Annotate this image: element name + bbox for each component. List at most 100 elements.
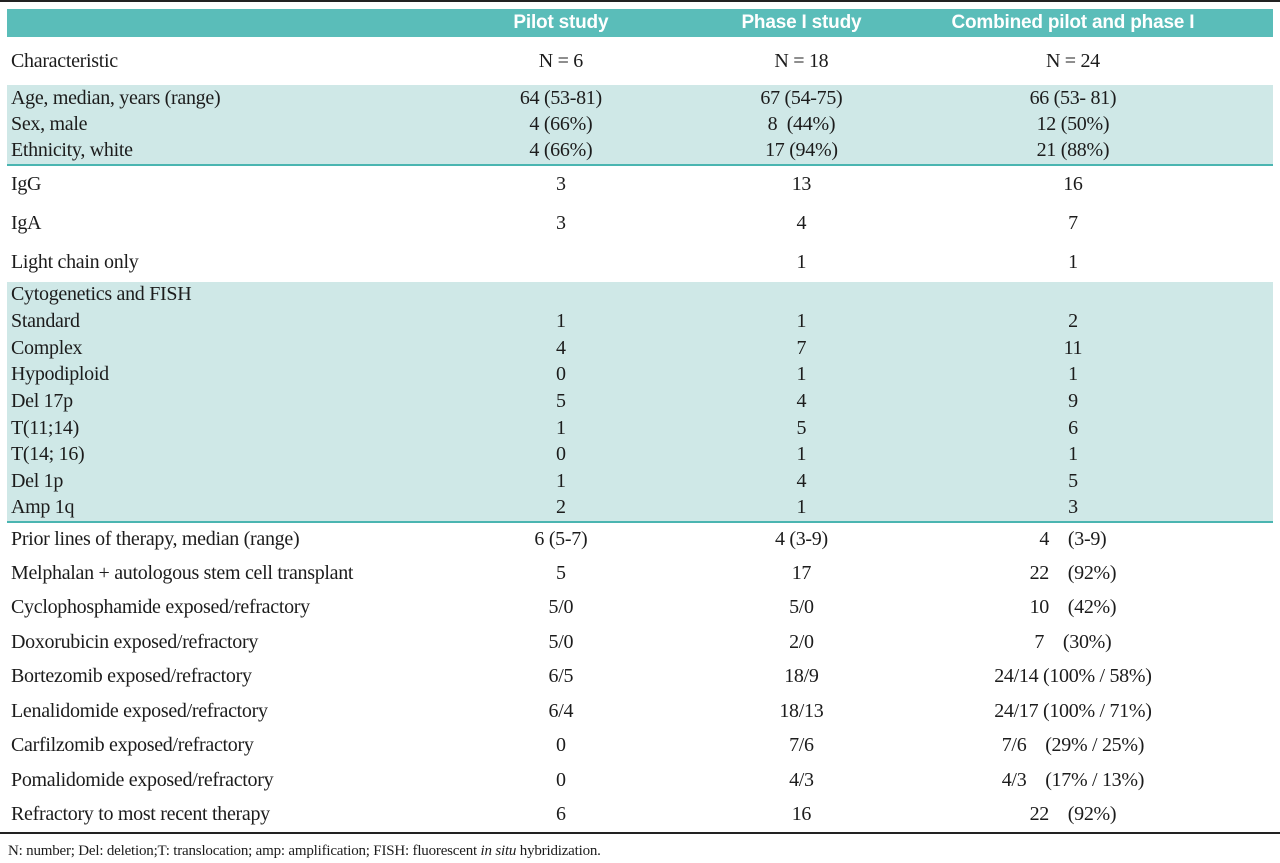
row-label: T(11;14): [7, 414, 444, 442]
table-row: Standard 1 1 2: [7, 308, 1273, 335]
cell-value: [677, 281, 925, 309]
cell-value: 8 (44%): [677, 111, 925, 138]
row-label: Carfilzomib exposed/refractory: [7, 728, 444, 764]
row-label: Sex, male: [7, 111, 444, 138]
cell-value: 6: [924, 414, 1273, 442]
table-row: Hypodiploid 0 1 1: [7, 361, 1273, 389]
cell-value: 5: [443, 556, 678, 591]
row-label: Doxorubicin exposed/refractory: [7, 625, 444, 660]
cell-value: [443, 281, 678, 309]
cell-value: 5/0: [443, 590, 678, 626]
cell-value: 22 (92%): [924, 556, 1273, 591]
bottom-rule: [0, 832, 1280, 835]
row-label: Cyclophosphamide exposed/refractory: [7, 590, 444, 626]
cell-value: 4/3: [677, 763, 925, 798]
cell-value: 11: [924, 334, 1273, 362]
table-row: Amp 1q 2 1 3: [7, 495, 1273, 523]
cell-value: 5/0: [677, 590, 925, 626]
table-row: Carfilzomib exposed/refractory 0 7/6 7/6 (2…: [7, 728, 1273, 764]
cell-value: 1: [677, 441, 925, 469]
characteristics-table: Pilot study Phase I study Combined pilot…: [7, 9, 1273, 833]
cell-value: 7 (30%): [924, 625, 1273, 660]
cell-value: 6/4: [443, 694, 678, 729]
cell-value: 4 (66%): [443, 138, 678, 166]
cell-value: 0: [443, 728, 678, 764]
footnote-italic-in-situ: in situ: [480, 843, 517, 860]
table-row: Ethnicity, white 4 (66%) 17 (94%) 21 (88%): [7, 138, 1273, 166]
table-row: Cyclophosphamide exposed/refractory 5/0 5/…: [7, 590, 1273, 626]
row-label: Del 1p: [7, 468, 444, 495]
row-label: Amp 1q: [7, 495, 444, 523]
row-label: Lenalidomide exposed/refractory: [7, 694, 444, 729]
table-row: Bortezomib exposed/refractory 6/5 18/9 24/1…: [7, 659, 1273, 695]
cell-value: 6/5: [443, 659, 678, 695]
table-row: Sex, male 4 (66%) 8 (44%) 12 (50%): [7, 111, 1273, 138]
table-row: Light chain only 1 1: [7, 242, 1273, 282]
cell-value: 4 (3-9): [924, 521, 1273, 557]
cell-value: 1: [924, 242, 1273, 282]
table-row: IgG 3 13 16: [7, 164, 1273, 204]
footnote-text-suffix: hybridization.: [516, 843, 601, 860]
cell-value: 3: [443, 164, 678, 204]
row-label: IgG: [7, 164, 444, 204]
cell-value: 9: [924, 388, 1273, 415]
cell-value: 7/6: [677, 728, 925, 764]
cell-value: 22 (92%): [924, 797, 1273, 833]
cell-value: 6 (5-7): [443, 521, 678, 557]
cell-value: 4: [443, 334, 678, 362]
cell-value: 0: [443, 361, 678, 389]
cell-value: 67 (54-75): [677, 85, 925, 112]
cell-value: [443, 242, 678, 282]
subheader-characteristic-label: Characteristic: [7, 37, 444, 85]
cell-value: 21 (88%): [924, 138, 1273, 166]
row-label: Refractory to most recent therapy: [7, 797, 444, 833]
row-label: Prior lines of therapy, median (range): [7, 521, 444, 557]
cell-value: 0: [443, 763, 678, 798]
cell-value: 1: [443, 414, 678, 442]
row-label: Melphalan + autologous stem cell transpl…: [7, 556, 444, 591]
cell-value: 5/0: [443, 625, 678, 660]
cell-value: 3: [443, 203, 678, 243]
row-label: Standard: [7, 308, 444, 335]
table-row: T(14; 16) 0 1 1: [7, 441, 1273, 469]
row-label: Pomalidomide exposed/refractory: [7, 763, 444, 798]
cell-value: 4/3 (17% / 13%): [924, 763, 1273, 798]
column-header-combined: Combined pilot and phase I: [924, 9, 1273, 37]
cell-value: 17: [677, 556, 925, 591]
cell-value: 16: [677, 797, 925, 833]
cell-value: 16: [924, 164, 1273, 204]
cell-value: 1: [677, 308, 925, 335]
row-label: Del 17p: [7, 388, 444, 415]
table-row: Del 17p 5 4 9: [7, 388, 1273, 415]
cell-value: 13: [677, 164, 925, 204]
table-row: Refractory to most recent therapy 6 16 22 (…: [7, 797, 1273, 833]
table-row: Complex 4 7 11: [7, 334, 1273, 362]
cell-value: 4 (66%): [443, 111, 678, 138]
cell-value: 66 (53- 81): [924, 85, 1273, 112]
cell-value: 3: [924, 495, 1273, 523]
cell-value: 5: [443, 388, 678, 415]
subheader-n-phase1: N = 18: [677, 37, 925, 85]
cell-value: 17 (94%): [677, 138, 925, 166]
table-body: Age, median, years (range) 64 (53-81) 67 (…: [7, 85, 1273, 833]
cell-value: 1: [677, 495, 925, 523]
cell-value: 10 (42%): [924, 590, 1273, 626]
cell-value: 4: [677, 203, 925, 243]
top-rule: [0, 0, 1280, 2]
table-row: Doxorubicin exposed/refractory 5/0 2/0 7 (3…: [7, 625, 1273, 660]
cell-value: 1: [924, 361, 1273, 389]
row-label: IgA: [7, 203, 444, 243]
row-label: Light chain only: [7, 242, 444, 282]
cell-value: 12 (50%): [924, 111, 1273, 138]
column-header-pilot-study: Pilot study: [443, 9, 678, 37]
table-row: Lenalidomide exposed/refractory 6/4 18/13 2…: [7, 694, 1273, 729]
row-label: Ethnicity, white: [7, 138, 444, 166]
cell-value: 6: [443, 797, 678, 833]
cell-value: 18/13: [677, 694, 925, 729]
subheader-n-combined: N = 24: [924, 37, 1273, 85]
cell-value: 24/17 (100% / 71%): [924, 694, 1273, 729]
cell-value: 5: [677, 414, 925, 442]
table-row: Cytogenetics and FISH: [7, 281, 1273, 309]
cell-value: 1: [443, 308, 678, 335]
